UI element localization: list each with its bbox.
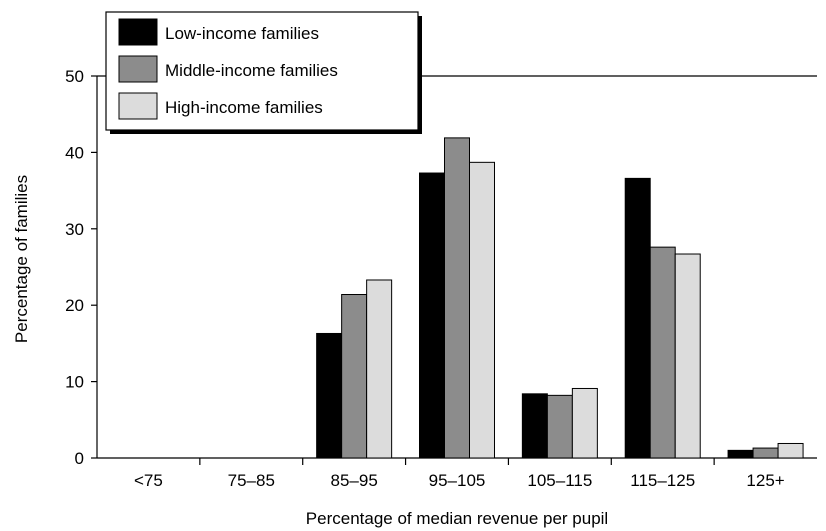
bars xyxy=(316,137,804,459)
x-tick-label: 85–95 xyxy=(331,471,378,490)
legend-box xyxy=(105,11,419,131)
legend-label: Middle-income families xyxy=(165,61,338,80)
x-axis-label: Percentage of median revenue per pupil xyxy=(306,509,608,528)
x-tick-label: 125+ xyxy=(746,471,784,490)
legend-swatch xyxy=(118,92,158,120)
x-tick-label: 115–125 xyxy=(630,471,695,490)
legend-label: Low-income families xyxy=(165,24,319,43)
x-tick-label: 75–85 xyxy=(228,471,275,490)
y-tick-label: 20 xyxy=(65,296,84,315)
bar xyxy=(341,294,368,459)
bar xyxy=(624,177,651,459)
x-tick-label: <75 xyxy=(134,471,163,490)
legend: Low-income families Middle-income familie… xyxy=(105,11,422,134)
y-tick-label: 0 xyxy=(75,449,84,468)
bar xyxy=(571,387,598,459)
bar xyxy=(444,137,470,459)
bar xyxy=(777,442,804,459)
bar xyxy=(727,449,754,459)
bar xyxy=(521,393,548,459)
y-tick-label: 30 xyxy=(65,220,84,239)
bar xyxy=(366,279,393,459)
y-axis-label: Percentage of families xyxy=(12,175,31,343)
x-tick-label: 95–105 xyxy=(429,471,486,490)
bar xyxy=(316,332,343,459)
bar xyxy=(674,253,701,459)
bar xyxy=(469,161,495,459)
bar xyxy=(752,447,779,459)
bar xyxy=(649,246,676,459)
x-tick-labels: <75 75–85 85–95 95–105 105–115 115–125 125+ xyxy=(134,471,785,490)
y-tick-labels: 0 10 20 30 40 50 xyxy=(65,67,84,468)
bar xyxy=(546,394,573,459)
legend-label: High-income families xyxy=(165,98,323,117)
legend-swatch xyxy=(118,18,158,46)
x-tick-label: 105–115 xyxy=(527,471,592,490)
y-tick-label: 40 xyxy=(65,143,84,162)
legend-swatch xyxy=(118,55,158,83)
y-tick-label: 10 xyxy=(65,373,84,392)
y-tick-label: 50 xyxy=(65,67,84,86)
bar xyxy=(419,172,445,459)
